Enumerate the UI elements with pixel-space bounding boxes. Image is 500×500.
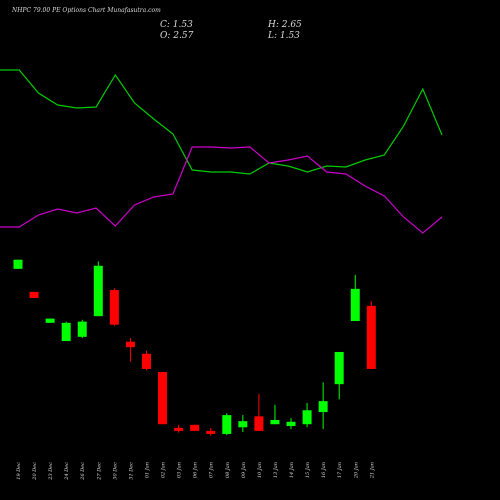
x-tick-label: 20 Jan (353, 462, 359, 479)
candle-body (238, 421, 248, 428)
x-tick-label: 03 Jan (177, 462, 183, 478)
candle-body (61, 322, 71, 342)
x-tick-label: 19 Dec (16, 462, 22, 480)
x-tick-label: 07 Jan (209, 462, 215, 478)
candle-body (125, 341, 135, 348)
x-tick-label: 26 Dec (80, 462, 86, 481)
candle-body (45, 318, 55, 323)
x-tick-label: 15 Jan (305, 462, 311, 478)
candle-body (286, 421, 296, 427)
chart-title: NHPC 79.00 PE Options Chart Munafasutra.… (11, 7, 161, 14)
ohlc-label: L: 1.53 (267, 31, 300, 41)
x-tick-label: 31 Dec (128, 462, 134, 480)
x-tick-label: 24 Dec (64, 462, 70, 481)
x-tick-label: 20 Dec (32, 462, 38, 481)
x-tick-label: 13 Jan (273, 462, 279, 478)
x-tick-label: 27 Dec (96, 462, 102, 481)
ohlc-label: H: 2.65 (267, 20, 302, 30)
candle-body (158, 372, 168, 425)
candle-body (366, 305, 376, 369)
candle-body (222, 415, 232, 434)
candle-body (13, 259, 23, 269)
candle-body (109, 290, 119, 325)
x-tick-label: 21 Jan (369, 462, 375, 479)
x-tick-label: 02 Jan (161, 462, 167, 478)
x-tick-label: 23 Dec (48, 462, 54, 481)
candle-body (174, 427, 184, 431)
indicator-line (0, 69, 443, 175)
candle-body (254, 416, 264, 431)
candle-body (206, 430, 216, 434)
candle-body (77, 321, 87, 337)
x-tick-label: 30 Dec (112, 462, 118, 480)
x-tick-label: 14 Jan (289, 462, 295, 478)
candle-body (334, 351, 344, 385)
candle-body (141, 353, 151, 369)
ohlc-label: O: 2.57 (160, 31, 194, 41)
candle-body (29, 291, 39, 298)
candle-body (270, 419, 280, 425)
x-tick-label: 01 Jan (144, 462, 150, 478)
x-tick-label: 16 Jan (321, 462, 327, 478)
x-tick-label: 17 Jan (337, 462, 343, 478)
x-tick-label: 06 Jan (193, 462, 199, 478)
candle-body (318, 401, 328, 413)
candle-body (190, 424, 200, 431)
indicator-line (0, 146, 443, 234)
candle-body (302, 410, 312, 425)
candle-body (93, 265, 103, 317)
x-tick-label: 10 Jan (257, 462, 263, 478)
x-tick-label: 09 Jan (241, 462, 247, 478)
ohlc-label: C: 1.53 (160, 20, 193, 30)
x-tick-label: 08 Jan (225, 462, 231, 478)
candle-body (350, 288, 360, 322)
